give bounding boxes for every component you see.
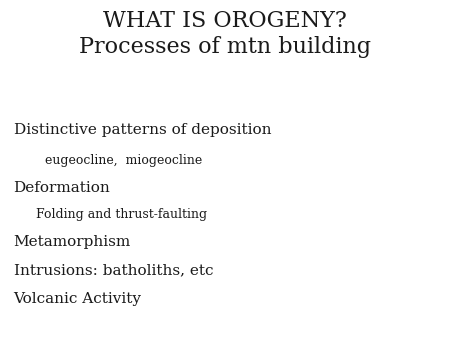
Text: Volcanic Activity: Volcanic Activity [14,292,141,306]
Text: Distinctive patterns of deposition: Distinctive patterns of deposition [14,123,271,137]
Text: eugeocline,  miogeocline: eugeocline, miogeocline [45,154,202,167]
Text: WHAT IS OROGENY?
Processes of mtn building: WHAT IS OROGENY? Processes of mtn buildi… [79,10,371,58]
Text: Metamorphism: Metamorphism [14,235,131,249]
Text: Folding and thrust-faulting: Folding and thrust-faulting [36,208,207,221]
Text: Intrusions: batholiths, etc: Intrusions: batholiths, etc [14,264,213,277]
Text: Deformation: Deformation [14,181,110,195]
